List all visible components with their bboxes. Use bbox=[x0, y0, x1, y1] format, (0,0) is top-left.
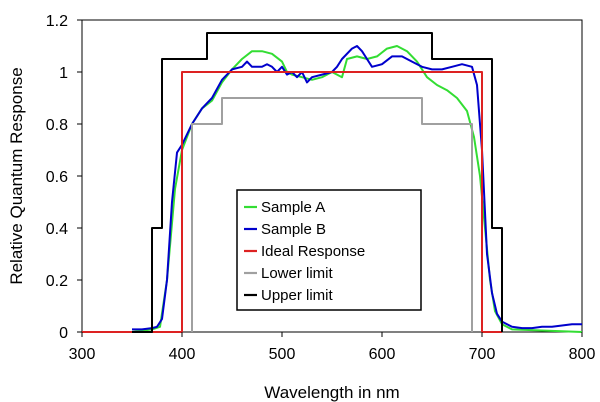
legend-label: Sample B bbox=[261, 221, 326, 238]
x-axis-label: Wavelength in nm bbox=[264, 383, 399, 402]
legend-box bbox=[236, 189, 422, 311]
y-tick-label: 0.8 bbox=[46, 117, 68, 134]
y-tick-label: 0.6 bbox=[46, 169, 68, 186]
legend-label: Ideal Response bbox=[261, 243, 365, 260]
x-tick-label: 800 bbox=[569, 346, 596, 363]
y-tick-label: 1 bbox=[59, 65, 68, 82]
x-tick-label: 300 bbox=[69, 346, 96, 363]
x-tick-label: 500 bbox=[269, 346, 296, 363]
series-line-sample-b bbox=[132, 45, 582, 331]
series-line-lower-limit bbox=[191, 97, 473, 332]
series-line-upper-limit bbox=[132, 32, 503, 333]
axes: 300 400 500 600 700 800 0 0.2 0.4 0.6 0.8 1 1.2 bbox=[46, 13, 596, 363]
y-tick-label: 0.2 bbox=[46, 273, 68, 290]
legend-label: Upper limit bbox=[261, 287, 334, 304]
y-axis-label: Relative Quantum Response bbox=[7, 67, 26, 284]
series-lines bbox=[82, 32, 583, 333]
x-tick-label: 600 bbox=[369, 346, 396, 363]
legend: Sample A Sample B Ideal Response Lower limi… bbox=[236, 189, 422, 311]
legend-label: Lower limit bbox=[261, 265, 334, 282]
x-tick-label: 700 bbox=[469, 346, 496, 363]
x-tick-label: 400 bbox=[169, 346, 196, 363]
y-tick-label: 0.4 bbox=[46, 221, 68, 238]
y-tick-label: 1.2 bbox=[46, 13, 68, 30]
y-tick-label: 0 bbox=[59, 325, 68, 342]
legend-label: Sample A bbox=[261, 199, 325, 216]
series-line-ideal-response bbox=[82, 71, 502, 333]
